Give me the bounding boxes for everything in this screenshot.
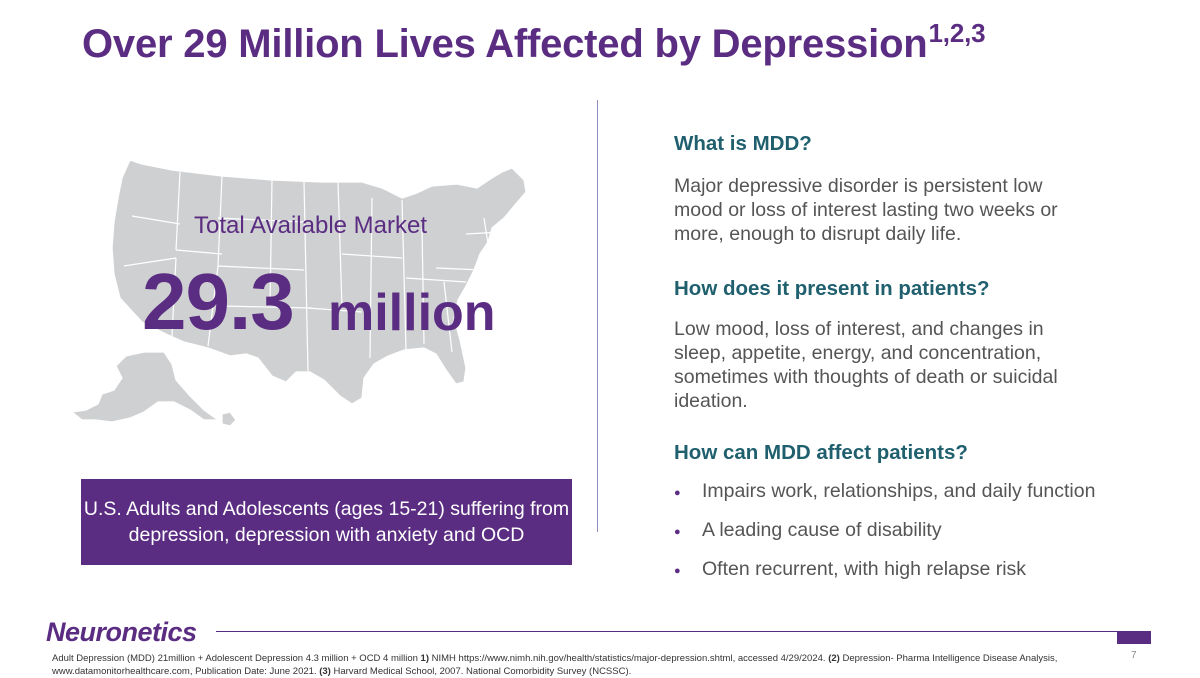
footnote-ref1-number: 1) xyxy=(420,653,429,664)
footer-rule xyxy=(216,631,1118,632)
bullet-dot-icon: ● xyxy=(674,487,681,499)
market-unit: million xyxy=(328,284,496,342)
impact-bullet-item: ● A leading cause of disability xyxy=(674,519,1095,558)
impact-bullet-item: ● Impairs work, relationships, and daily … xyxy=(674,480,1095,519)
footnote-lead: Adult Depression (MDD) 21million + Adole… xyxy=(52,653,421,664)
page-title: Over 29 Million Lives Affected by Depres… xyxy=(82,18,986,67)
footnote-ref3-text: Harvard Medical School, 2007. National C… xyxy=(330,666,632,677)
footnote-ref3-number: (3) xyxy=(319,666,331,677)
market-label: Total Available Market xyxy=(194,212,428,239)
impact-bullet-text: A leading cause of disability xyxy=(702,519,942,541)
footnote-ref2-number: (2) xyxy=(828,653,840,664)
presentation-heading: How does it present in patients? xyxy=(674,277,990,300)
title-reference-superscript: 1,2,3 xyxy=(928,18,986,48)
neuronetics-logo: Neuronetics xyxy=(46,617,197,647)
impact-bullet-text: Often recurrent, with high relapse risk xyxy=(702,558,1027,580)
footnote-ref1-text: NIMH https://www.nimh.nih.gov/health/sta… xyxy=(429,653,829,664)
map-hawaii xyxy=(221,411,237,427)
impact-heading: How can MDD affect patients? xyxy=(674,441,968,464)
what-is-mdd-heading: What is MDD? xyxy=(674,132,812,155)
footnote-ref2-text: Depression- Pharma Intelligence Disease … xyxy=(52,653,1058,677)
map-alaska xyxy=(72,351,219,423)
presentation-body: Low mood, loss of interest, and changes … xyxy=(674,318,1058,412)
footer-corner-accent xyxy=(1117,631,1151,644)
page-title-text: Over 29 Million Lives Affected by Depres… xyxy=(82,22,928,66)
map-contiguous-us xyxy=(111,159,527,405)
page-number: 7 xyxy=(1131,650,1137,661)
impact-bullet-text: Impairs work, relationships, and daily f… xyxy=(702,480,1096,502)
impact-bullet-item: ● Often recurrent, with high relapse risk xyxy=(674,558,1095,597)
what-is-mdd-body: Major depressive disorder is persistent … xyxy=(674,175,1058,245)
bullet-dot-icon: ● xyxy=(674,526,681,538)
impact-bullet-list: ● Impairs work, relationships, and daily … xyxy=(674,480,1095,597)
bullet-dot-icon: ● xyxy=(674,565,681,577)
market-value: 29.3 xyxy=(142,257,295,346)
population-callout-box: U.S. Adults and Adolescents (ages 15-21)… xyxy=(81,479,572,565)
us-map-graphic xyxy=(72,159,527,427)
vertical-divider xyxy=(597,100,598,532)
footnote-references: Adult Depression (MDD) 21million + Adole… xyxy=(52,652,1112,678)
